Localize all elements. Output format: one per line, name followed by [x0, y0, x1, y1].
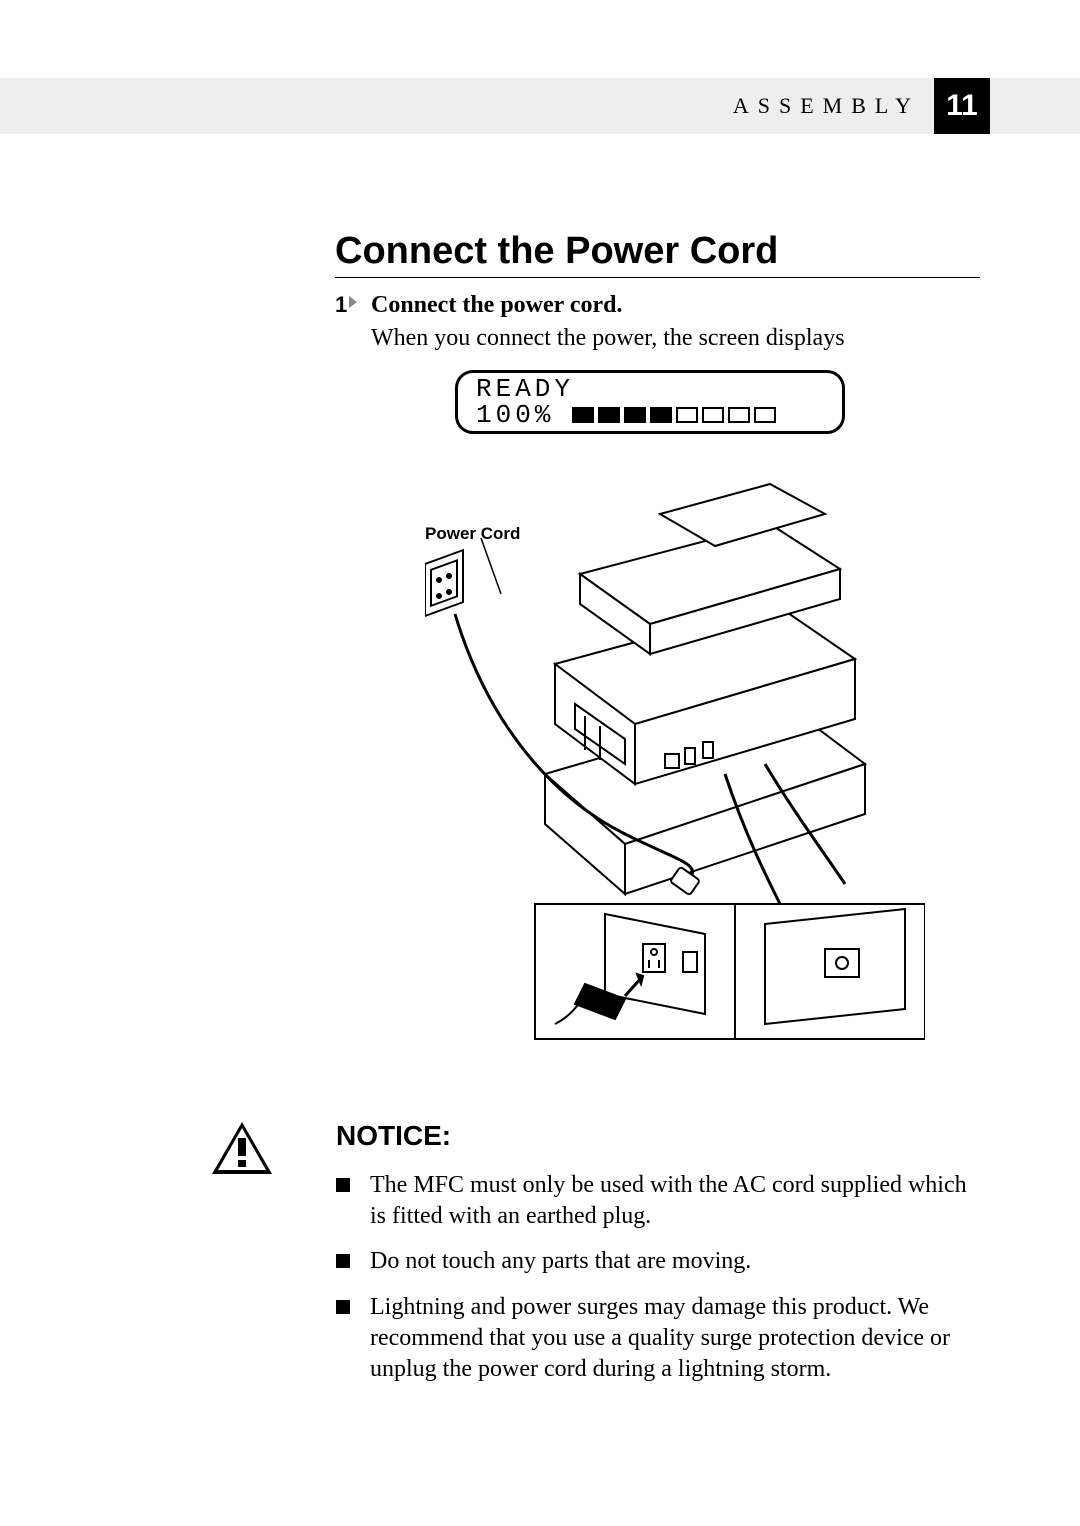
lcd-line1: READY: [476, 376, 824, 402]
notice-item: Do not touch any parts that are moving.: [336, 1246, 980, 1277]
notice-item: Lightning and power surges may damage th…: [336, 1292, 980, 1386]
step-row: 1 Connect the power cord.: [335, 292, 980, 319]
lcd-percent: 100%: [476, 402, 554, 428]
notice-list: The MFC must only be used with the AC co…: [336, 1170, 980, 1385]
power-cord-label: Power Cord: [425, 524, 520, 544]
warning-icon: [210, 1120, 282, 1399]
lcd-display: READY 100%: [455, 370, 845, 434]
notice-body: NOTICE: The MFC must only be used with t…: [336, 1120, 980, 1399]
printer-illustration: Power Cord: [425, 454, 925, 1044]
notice-block: NOTICE: The MFC must only be used with t…: [210, 1120, 980, 1399]
header-inner: ASSEMBLY 11: [733, 78, 990, 134]
lcd-line2: 100%: [476, 402, 824, 428]
lcd-bar: [754, 407, 776, 423]
lcd-bar: [650, 407, 672, 423]
lcd-bar: [728, 407, 750, 423]
lcd-progress-bars: [572, 407, 776, 423]
section-label: ASSEMBLY: [733, 93, 920, 119]
lcd-bar: [572, 407, 594, 423]
main-content: Connect the Power Cord 1 Connect the pow…: [335, 230, 980, 1044]
intro-text: When you connect the power, the screen d…: [371, 325, 980, 352]
notice-heading: NOTICE:: [336, 1120, 980, 1152]
title-rule: [335, 277, 980, 278]
page-number: 11: [934, 78, 990, 134]
header-bar: ASSEMBLY 11: [0, 78, 1080, 134]
step-text: Connect the power cord.: [371, 292, 623, 319]
lcd-bar: [598, 407, 620, 423]
lcd-bar: [702, 407, 724, 423]
section-title: Connect the Power Cord: [335, 230, 980, 273]
manual-page: ASSEMBLY 11 Connect the Power Cord 1 Con…: [0, 0, 1080, 1526]
lcd-bar: [676, 407, 698, 423]
figure-area: READY 100% Power Cord: [425, 370, 980, 1044]
lcd-bar: [624, 407, 646, 423]
notice-item: The MFC must only be used with the AC co…: [336, 1170, 980, 1232]
step-number-icon: 1: [335, 292, 361, 318]
